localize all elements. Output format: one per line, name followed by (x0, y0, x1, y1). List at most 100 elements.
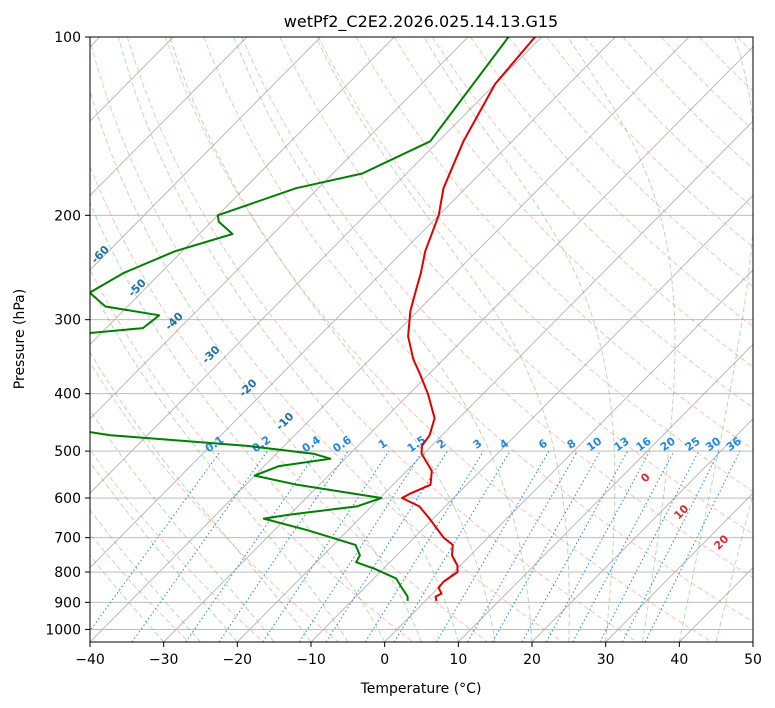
dry-adiabat-lines (90, 37, 753, 642)
sounding-profiles (90, 37, 536, 602)
isotherm-line (90, 37, 542, 494)
x-tick-label: −10 (296, 652, 326, 668)
isotherm-lines (90, 37, 753, 642)
moist-adiabat-line (90, 284, 349, 642)
moist-adiabat-label: -80 (15, 176, 38, 199)
chart-title: wetPf2_C2E2.2026.025.14.13.G15 (284, 12, 558, 32)
dry-adiabat-line (90, 361, 339, 642)
dewpoint-profile-line (90, 37, 510, 601)
isotherm-line (90, 37, 248, 197)
isotherm-line (237, 120, 753, 642)
dry-adiabat-line (470, 37, 753, 328)
moist-adiabat-line (90, 509, 201, 642)
isotherm-line (90, 37, 321, 271)
x-tick-label: 50 (744, 652, 762, 668)
moist-adiabat-line (118, 37, 459, 642)
x-tick-label: 10 (449, 652, 467, 668)
x-tick-label: −30 (149, 652, 179, 668)
mixing-ratio-line (545, 450, 651, 642)
mixing-ratio-line (185, 450, 318, 642)
dry-adiabat-line (698, 37, 753, 92)
dry-adiabat-line (241, 37, 753, 579)
mixing-ratio-line (491, 450, 601, 642)
moist-adiabat-label: -20 (236, 376, 259, 399)
x-tick-label: −20 (223, 652, 253, 668)
moist-adiabat-line (169, 37, 496, 642)
isotherm-line (679, 566, 753, 642)
isotherm-line (163, 46, 753, 642)
y-tick-label: 400 (54, 387, 81, 403)
moist-adiabat-line (90, 88, 422, 642)
moist-adiabat-line (90, 409, 275, 642)
moist-adiabat-label: -50 (126, 276, 149, 299)
dry-adiabat-line (165, 37, 712, 642)
x-axis-label: Temperature (°C) (360, 681, 482, 697)
dry-adiabat-line (546, 37, 753, 248)
mixing-ratio-line (218, 450, 349, 642)
isotherm-line (90, 37, 690, 642)
dry-adiabat-line (317, 37, 753, 493)
y-tick-label: 900 (54, 595, 81, 611)
mixing-ratio-line (298, 450, 423, 642)
mixing-ratio-line (325, 450, 448, 642)
y-tick-label: 300 (54, 313, 81, 329)
isotherm-line (90, 37, 395, 345)
plot-frame (89, 36, 754, 643)
y-tick-label: 700 (54, 531, 81, 547)
mixing-ratio-label: 6 (536, 437, 550, 452)
temperature-profile-line (401, 37, 536, 602)
mixing-ratio-label: 0.2 (250, 433, 273, 455)
y-tick-label: 100 (54, 30, 81, 46)
isotherm-line (384, 269, 753, 642)
y-axis-label: Pressure (hPa) (12, 289, 28, 389)
y-axis-ticks: 100 200 300 400 500 600 700 800 900 1000 (45, 30, 90, 638)
moist-adiabat-label: -90 (0, 143, 1, 166)
dry-adiabat-label: 20 (711, 532, 731, 552)
dry-adiabat-label: 30 (755, 559, 775, 579)
dry-adiabat-line (737, 37, 753, 54)
x-tick-label: 40 (670, 652, 688, 668)
mixing-ratio-line (364, 450, 484, 642)
y-tick-label: 200 (54, 208, 81, 224)
dry-adiabat-label: 10 (671, 502, 691, 522)
dry-adiabat-line (90, 448, 264, 642)
mixing-ratio-label: 3 (471, 437, 485, 452)
moist-adiabat-line (315, 37, 570, 642)
y-tick-label: 500 (54, 444, 81, 460)
isotherm-line (310, 194, 753, 642)
mixing-ratio-label: 1.5 (405, 433, 428, 455)
x-tick-label: 30 (597, 652, 615, 668)
y-tick-label: 800 (54, 565, 81, 581)
dry-adiabat-line (279, 37, 753, 535)
mixing-ratio-label: 0.6 (330, 433, 354, 455)
mixing-ratio-line (131, 450, 268, 642)
moist-adiabat-line (715, 492, 753, 642)
dry-adiabat-line (90, 164, 488, 642)
isotherm-line (605, 492, 753, 642)
mixing-ratio-line (90, 450, 221, 632)
dry-adiabat-line (90, 268, 414, 642)
plot-area: 0.10.20.40.611.52346810131620253036-100-… (0, 37, 775, 642)
moist-adiabat-line (90, 461, 238, 642)
moist-adiabat-line (90, 351, 312, 642)
isotherm-line (531, 418, 753, 642)
x-tick-label: 0 (380, 652, 389, 668)
isotherm-line (90, 37, 616, 569)
moist-adiabat-line (233, 37, 533, 642)
dry-adiabat-line (126, 37, 638, 642)
dry-adiabat-label: 0 (638, 470, 653, 485)
moist-adiabat-line (567, 37, 676, 642)
moist-adiabat-line (423, 37, 616, 642)
dry-adiabat-line (203, 37, 753, 623)
x-tick-label: 20 (523, 652, 541, 668)
moist-adiabat-label: -10 (273, 410, 296, 433)
dry-adiabat-line (90, 38, 563, 642)
mixing-ratio-label: 8 (565, 437, 579, 452)
mixing-ratio-line (572, 450, 675, 642)
mixing-ratio-label: 1 (376, 437, 390, 452)
mixing-ratio-lines (90, 450, 741, 642)
dry-adiabat-line (622, 37, 753, 170)
y-tick-label: 600 (54, 491, 81, 507)
moist-adiabat-lines (90, 37, 753, 642)
mixing-ratio-line (435, 450, 550, 642)
